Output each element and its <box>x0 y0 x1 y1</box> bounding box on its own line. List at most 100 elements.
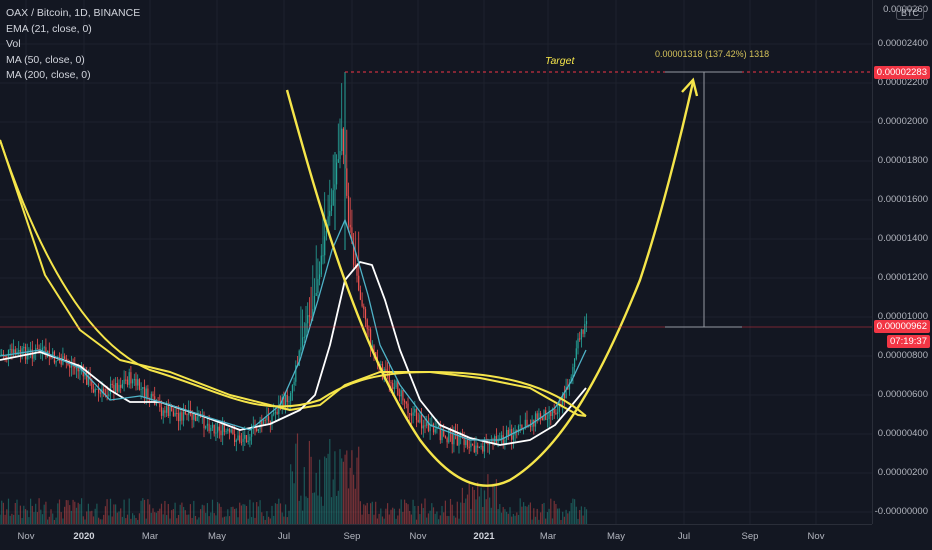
volume-bar <box>332 479 334 524</box>
volume-bar <box>186 514 188 524</box>
volume-bar <box>14 502 16 524</box>
volume-bar <box>475 499 477 524</box>
volume-bar <box>67 500 69 524</box>
volume-bar <box>548 508 550 524</box>
candle-body <box>342 128 344 155</box>
candle-body <box>176 412 178 414</box>
candle-body <box>206 423 208 426</box>
countdown-tag: 07:19:37 <box>887 335 930 348</box>
candle-body <box>402 390 404 401</box>
volume-bar <box>584 506 586 524</box>
candle-body <box>558 404 560 412</box>
candle-body <box>28 349 30 353</box>
volume-bar <box>239 502 241 524</box>
volume-bar <box>98 517 100 524</box>
candle-body <box>293 381 295 386</box>
time-tick-label: May <box>607 531 625 542</box>
price-tick-label: 0.00000800 <box>877 350 928 361</box>
candle-body <box>70 365 72 368</box>
candle-body <box>21 348 23 355</box>
candle-body <box>145 388 147 399</box>
volume-bar <box>6 509 8 524</box>
ma50-line <box>0 261 587 446</box>
volume-bar <box>494 483 496 524</box>
volume-bar <box>312 492 314 524</box>
candle-body <box>475 445 477 453</box>
candle-body <box>50 356 52 358</box>
price-tick-label: -0.00000000 <box>874 506 928 517</box>
currency-button[interactable]: BTC <box>896 6 924 20</box>
volume-bar <box>504 509 506 524</box>
candle-body <box>14 349 16 355</box>
candle-body <box>211 424 214 428</box>
time-tick-label: 2021 <box>473 531 495 542</box>
volume-bar <box>390 509 392 524</box>
volume-bar <box>511 516 513 524</box>
volume-bar <box>378 513 380 524</box>
volume-bar <box>82 516 84 524</box>
chart-area[interactable]: OAX / Bitcoin, 1D, BINANCE EMA (21, clos… <box>0 0 872 524</box>
volume-bar <box>417 505 419 524</box>
candle-body <box>400 390 402 397</box>
candle-body <box>438 425 440 428</box>
volume-bar <box>497 508 499 524</box>
volume-bar <box>120 508 122 524</box>
volume-bar <box>337 490 339 524</box>
candle-body <box>79 369 81 372</box>
candle-body <box>487 442 489 445</box>
candle-body <box>327 216 329 232</box>
candle-body <box>196 416 198 422</box>
candle-body <box>240 441 242 443</box>
volume-bar <box>24 509 27 524</box>
candle-body <box>431 423 433 425</box>
legend-vol[interactable]: Vol <box>6 38 21 50</box>
candle-body <box>58 359 61 361</box>
candle-body <box>247 440 249 442</box>
candle-body <box>517 425 520 432</box>
volume-bar <box>483 490 486 524</box>
candle-body <box>550 411 552 417</box>
candle-body <box>177 413 180 422</box>
volume-bar <box>313 492 316 524</box>
candle-body <box>500 435 503 439</box>
volume-bar <box>305 496 307 524</box>
volume-bar <box>427 513 429 524</box>
candle-body <box>453 431 455 445</box>
volume-bar <box>143 499 146 524</box>
volume-bar <box>45 501 47 524</box>
candle-body <box>329 210 331 217</box>
candle-body <box>126 379 129 385</box>
legend-ma50[interactable]: MA (50, close, 0) <box>6 53 85 66</box>
volume-bar <box>16 499 18 524</box>
candle-body <box>463 436 465 445</box>
time-axis[interactable]: Nov 2020 Mar May Jul Sep Nov 2021 Mar May Jul Sep No… <box>0 524 872 550</box>
price-chart[interactable] <box>0 0 872 524</box>
price-tick-label: 0.00000600 <box>877 389 928 400</box>
candle-body <box>319 274 321 280</box>
volume-bar <box>444 500 446 524</box>
volume-bar <box>349 467 351 524</box>
volume-bar <box>344 454 346 524</box>
volume-bar <box>30 498 32 524</box>
candle-body <box>584 324 586 334</box>
volume-bar <box>329 439 331 524</box>
volume-bar <box>256 502 258 524</box>
legend-ema[interactable]: EMA (21, close, 0) <box>6 22 92 35</box>
candle-body <box>426 422 428 426</box>
candle-body <box>113 384 115 394</box>
candle-body <box>308 315 310 317</box>
volume-bar <box>485 499 487 524</box>
volume-bar <box>35 503 37 524</box>
volume-bar <box>26 510 28 524</box>
volume-bar <box>43 504 45 524</box>
volume-bar <box>366 502 368 524</box>
legend-ma200[interactable]: MA (200, close, 0) <box>6 69 91 81</box>
legend-symbol-title[interactable]: OAX / Bitcoin, 1D, BINANCE <box>6 7 141 19</box>
candle-body <box>18 349 20 352</box>
price-axis[interactable]: 0.0000260 BTC 0.00002400 0.00002200 0.0000… <box>872 0 932 524</box>
candle-body <box>415 408 418 420</box>
current-price-tag: 0.00000962 <box>873 320 930 333</box>
candle-body <box>26 352 28 360</box>
candle-body <box>283 397 285 408</box>
candle-body <box>557 411 559 414</box>
